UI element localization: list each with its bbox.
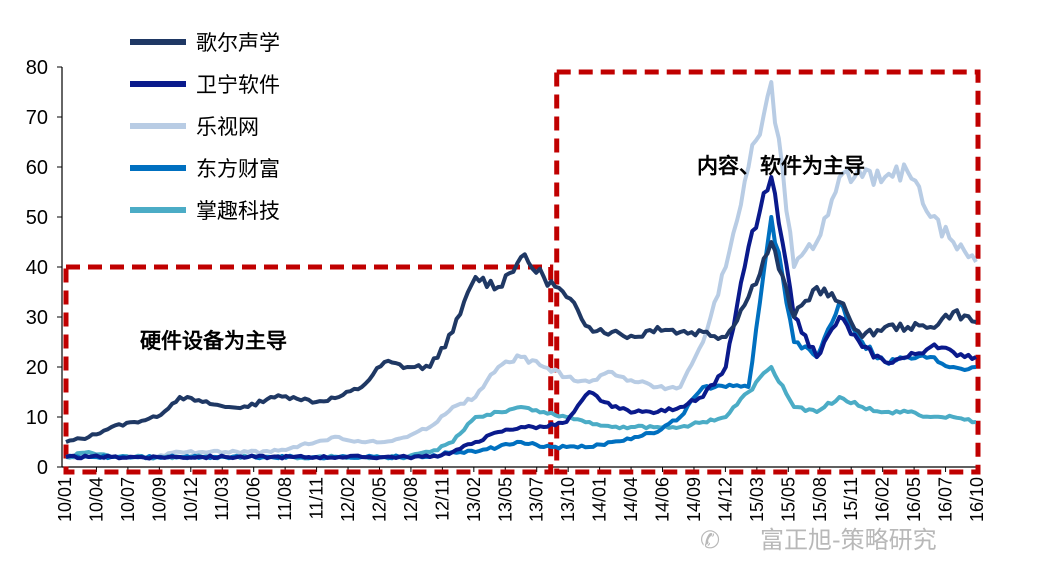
y-tick-label: 10: [26, 407, 48, 429]
x-tick-label: 14/01: [590, 477, 610, 522]
y-tick-label: 60: [26, 157, 48, 179]
x-tick-label: 13/02: [464, 477, 484, 522]
x-tick-label: 14/06: [653, 477, 673, 522]
x-tick-label: 13/07: [527, 477, 547, 522]
y-tick-label: 30: [26, 307, 48, 329]
legend-label: 卫宁软件: [196, 73, 280, 97]
y-tick-label: 70: [26, 107, 48, 129]
x-tick-label: 15/11: [841, 477, 861, 521]
watermark-text: 富正旭-策略研究: [760, 526, 937, 554]
x-tick-label: 15/03: [747, 477, 767, 522]
x-tick-label: 16/02: [873, 477, 893, 522]
y-tick-label: 0: [37, 457, 48, 479]
y-tick-label: 40: [26, 257, 48, 279]
x-tick-label: 12/11: [432, 477, 452, 521]
legend-label: 东方财富: [196, 157, 280, 181]
x-tick-label: 14/12: [715, 477, 735, 522]
y-tick-label: 80: [26, 57, 48, 79]
legend-label: 歌尔声学: [196, 31, 280, 55]
x-tick-label: 10/12: [181, 477, 201, 522]
legend-label: 掌趣科技: [196, 199, 280, 223]
y-tick-label: 50: [26, 207, 48, 229]
x-tick-label: 14/04: [621, 477, 641, 522]
x-axis-ticks: 10/01 10/04 10/07 10/09 10/12 11/03 11/06 11/08…: [55, 467, 987, 522]
legend-label: 乐视网: [196, 115, 259, 139]
x-tick-label: 12/05: [369, 477, 389, 522]
series-line-4: [65, 365, 977, 461]
series-line-1: [65, 175, 977, 461]
annotation-hardware: 硬件设备为主导: [140, 328, 287, 353]
series-lines: [65, 80, 978, 461]
x-tick-label: 12/08: [401, 477, 421, 522]
x-tick-label: 16/10: [967, 477, 987, 522]
x-tick-label: 15/05: [778, 477, 798, 522]
x-tick-label: 14/09: [684, 477, 704, 522]
series-line-0: [65, 240, 977, 444]
y-tick-label: 20: [26, 357, 48, 379]
x-tick-label: 11/11: [307, 477, 327, 519]
x-tick-label: 11/03: [212, 477, 232, 521]
x-tick-label: 13/10: [558, 477, 578, 522]
watermark: ✆ 富正旭-策略研究: [700, 526, 937, 554]
x-tick-label: 10/07: [118, 477, 138, 522]
x-tick-label: 16/05: [904, 477, 924, 522]
x-tick-label: 12/02: [338, 477, 358, 522]
x-tick-label: 13/05: [495, 477, 515, 522]
annotation-boxes: [63, 69, 981, 475]
x-tick-label: 11/08: [275, 477, 295, 521]
annotation-content-software: 内容、软件为主导: [697, 153, 865, 178]
series-line-2: [65, 80, 978, 461]
x-tick-label: 10/04: [86, 477, 106, 522]
x-tick-label: 10/01: [55, 477, 75, 522]
wechat-icon: ✆: [700, 526, 720, 554]
annotation-box-hardware: [63, 264, 554, 475]
x-tick-label: 10/09: [149, 477, 169, 522]
x-tick-label: 11/06: [244, 477, 264, 521]
x-tick-label: 16/07: [936, 477, 956, 522]
x-tick-label: 15/08: [810, 477, 830, 522]
y-axis-ticks: 0 10 20 30 40 50 60 70 80: [26, 57, 62, 479]
annotation-box-content-software: [554, 69, 981, 475]
